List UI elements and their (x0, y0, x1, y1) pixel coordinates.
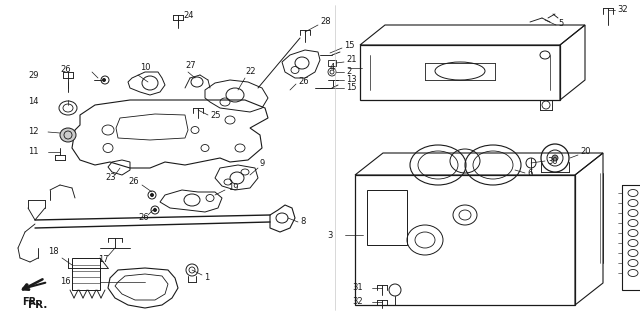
Text: 27: 27 (185, 61, 196, 71)
Ellipse shape (102, 78, 106, 82)
Text: 17: 17 (98, 255, 109, 265)
Text: 32: 32 (617, 5, 628, 14)
Text: 15: 15 (344, 42, 355, 50)
Text: 29: 29 (28, 71, 38, 79)
Ellipse shape (154, 209, 157, 211)
Text: 22: 22 (245, 67, 255, 77)
Text: 18: 18 (48, 248, 59, 256)
Text: 3: 3 (327, 231, 332, 239)
Text: 15: 15 (346, 83, 356, 93)
Text: 30: 30 (547, 157, 557, 165)
Text: 26: 26 (298, 77, 308, 87)
Text: 1: 1 (204, 273, 209, 283)
Text: 14: 14 (28, 98, 38, 106)
Ellipse shape (552, 155, 558, 161)
Text: 8: 8 (300, 217, 305, 226)
Text: 9: 9 (260, 159, 265, 169)
Text: 23: 23 (105, 174, 116, 182)
Text: FR.: FR. (22, 297, 40, 307)
Ellipse shape (60, 128, 76, 142)
Text: 20: 20 (580, 147, 591, 157)
Text: 28: 28 (320, 18, 331, 26)
Text: 12: 12 (28, 128, 38, 136)
Text: 6: 6 (527, 169, 532, 177)
Text: 31: 31 (352, 284, 363, 293)
Text: 26: 26 (60, 66, 70, 75)
Text: 2: 2 (346, 67, 351, 77)
Text: 5: 5 (558, 20, 563, 28)
Text: 10: 10 (140, 64, 150, 72)
Ellipse shape (150, 193, 154, 197)
Text: 26: 26 (128, 177, 139, 186)
Text: 24: 24 (183, 12, 193, 20)
Text: FR.: FR. (28, 300, 47, 310)
Text: 25: 25 (210, 111, 221, 119)
Text: 11: 11 (28, 147, 38, 157)
Text: 26: 26 (138, 214, 148, 222)
Text: 21: 21 (346, 55, 356, 65)
Text: 13: 13 (346, 76, 356, 84)
Text: 16: 16 (60, 278, 70, 287)
Text: 19: 19 (228, 184, 239, 192)
Text: 32: 32 (352, 297, 363, 306)
Text: 4: 4 (330, 64, 335, 72)
